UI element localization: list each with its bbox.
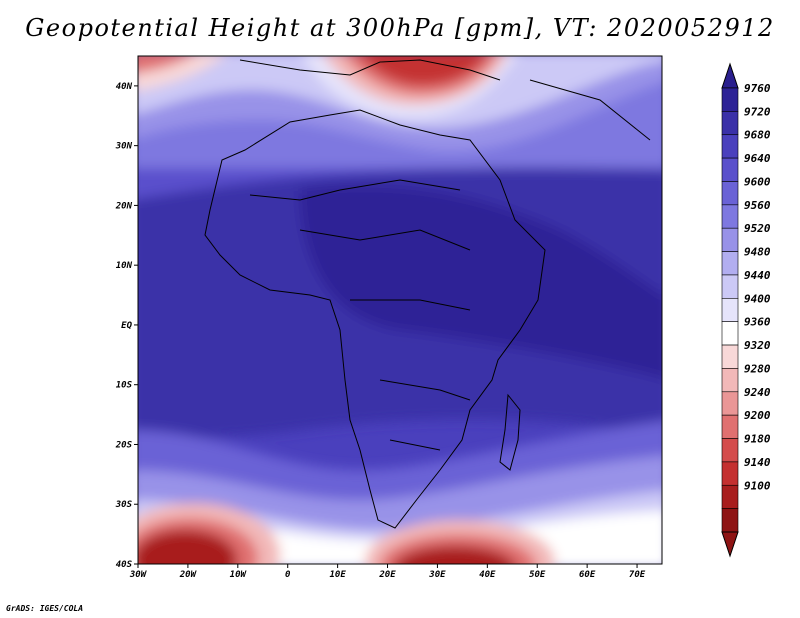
colorbar-label: 9280	[744, 362, 771, 375]
colorbar-swatch	[721, 484, 739, 509]
lat-tick-label: 30N	[115, 142, 133, 152]
colorbar-top-arrow	[721, 62, 739, 89]
latitude-axis: 40N 30N 20N 10N EQ 10S 20S 30S 40S	[115, 82, 138, 570]
lat-tick-label: 10S	[116, 381, 133, 391]
colorbar-label: 9140	[744, 456, 771, 469]
colorbar-label: 9720	[744, 105, 771, 118]
colorbar-swatch	[721, 508, 739, 533]
colorbar-swatch	[721, 111, 739, 136]
colorbar-swatch	[721, 134, 739, 159]
colorbar: 9760 9720 9680 9640 9600 9560 9520 9480 9440 9400…	[721, 62, 771, 558]
colorbar-label: 9640	[744, 152, 771, 165]
colorbar-swatch	[721, 227, 739, 252]
colorbar-label: 9680	[744, 129, 771, 142]
colorbar-label: 9400	[744, 292, 771, 305]
lon-tick-label: 20W	[179, 570, 198, 580]
lon-tick-label: 50E	[529, 570, 546, 580]
lat-tick-label: 10N	[116, 261, 133, 271]
map-frame	[137, 55, 663, 565]
lat-tick-label: 40S	[116, 560, 133, 570]
lon-tick-label: 30E	[428, 570, 446, 580]
colorbar-swatch	[721, 414, 739, 439]
lon-tick-label: 0	[285, 570, 291, 580]
colorbar-swatch	[721, 87, 739, 112]
colorbar-label: 9600	[744, 175, 771, 188]
colorbar-swatch	[721, 391, 739, 416]
credit-label: GrADS: IGES/COLA	[6, 604, 84, 613]
colorbar-label: 9560	[744, 199, 771, 212]
colorbar-swatch	[721, 368, 739, 393]
lon-tick-label: 10W	[230, 570, 248, 580]
lat-tick-label: EQ	[121, 321, 132, 331]
colorbar-swatch	[721, 181, 739, 206]
lat-tick-label: 20S	[115, 440, 133, 450]
lat-tick-label: 20N	[115, 201, 133, 211]
colorbar-label: 9240	[744, 386, 771, 399]
colorbar-label: 9760	[744, 82, 771, 95]
lon-tick-label: 40E	[479, 570, 496, 580]
colorbar-swatch	[721, 344, 739, 369]
colorbar-label: 9320	[744, 339, 771, 352]
colorbar-label: 9440	[744, 269, 771, 282]
colorbar-swatch	[721, 438, 739, 463]
colorbar-label: 9100	[744, 479, 771, 492]
colorbar-swatch	[721, 251, 739, 276]
chart-title: Geopotential Height at 300hPa [gpm], VT:…	[25, 14, 775, 42]
lon-tick-label: 70E	[629, 570, 646, 580]
lon-tick-label: 60E	[579, 570, 596, 580]
colorbar-swatch	[721, 274, 739, 299]
colorbar-label: 9480	[744, 246, 771, 259]
coastlines	[204, 59, 651, 529]
colorbar-label: 9520	[744, 222, 771, 235]
colorbar-swatch	[721, 157, 739, 182]
colorbar-bottom-arrow	[721, 531, 739, 558]
colorbar-swatch	[721, 321, 739, 346]
colorbar-label: 9360	[744, 316, 771, 329]
lat-tick-label: 30S	[115, 500, 133, 510]
colorbar-swatch	[721, 204, 739, 229]
longitude-axis: 30W 20W 10W 0 10E 20E 30E 40E 50E 60E 70E	[129, 564, 646, 580]
colorbar-swatch	[721, 461, 739, 486]
lat-tick-label: 40N	[116, 82, 133, 92]
colorbar-swatch	[721, 298, 739, 322]
lon-tick-label: 30W	[129, 570, 148, 580]
colorbar-label: 9200	[744, 409, 771, 422]
colorbar-label: 9180	[744, 433, 771, 446]
lon-tick-label: 10E	[329, 570, 346, 580]
height-field	[138, 56, 662, 564]
lon-tick-label: 20E	[378, 570, 396, 580]
